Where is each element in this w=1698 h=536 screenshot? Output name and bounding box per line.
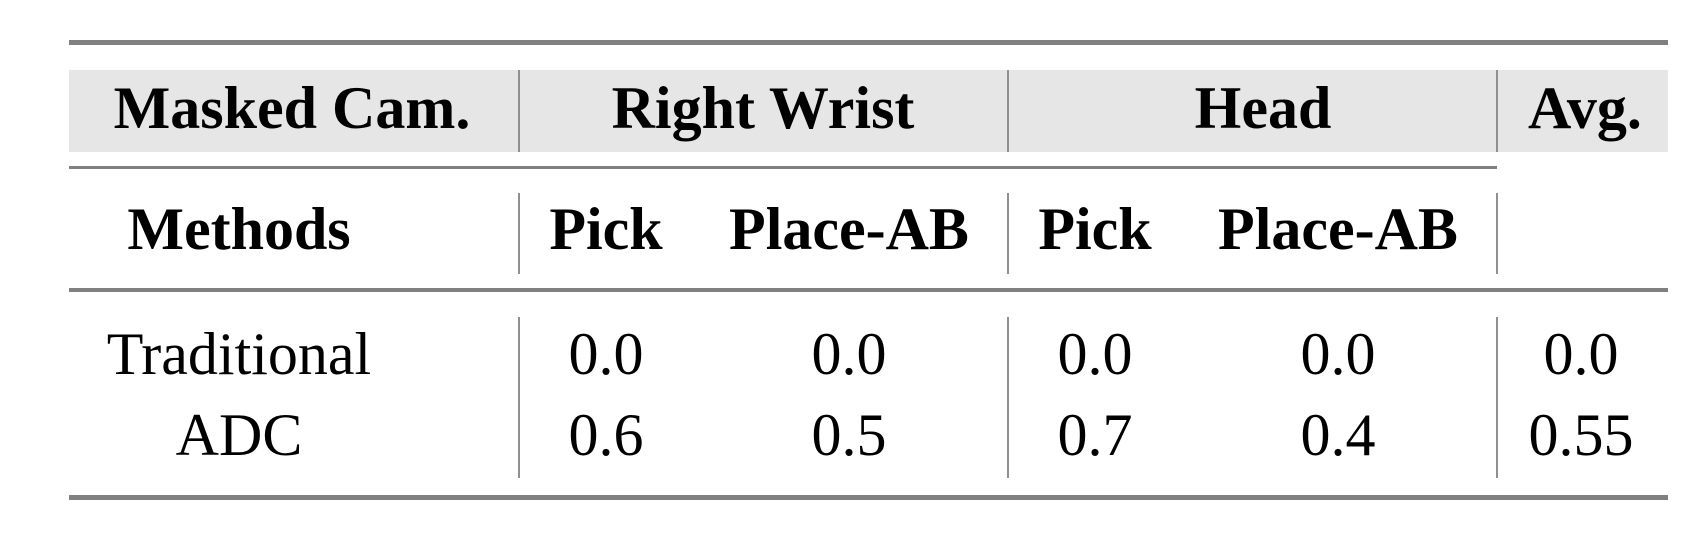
header-band bbox=[69, 70, 1668, 152]
column-divider bbox=[1007, 193, 1009, 274]
header-head: Head bbox=[1194, 75, 1332, 141]
column-divider bbox=[518, 317, 520, 478]
bottom-rule bbox=[69, 495, 1668, 500]
header-masked-cam: Masked Cam. bbox=[113, 75, 471, 141]
method-name: Traditional bbox=[106, 321, 372, 387]
header-pick: Pick bbox=[1038, 196, 1152, 262]
value-cell: 0.0 bbox=[1300, 321, 1376, 387]
header-avg: Avg. bbox=[1528, 75, 1642, 141]
top-rule bbox=[69, 40, 1668, 45]
column-divider bbox=[1496, 70, 1498, 152]
avg-cell: 0.0 bbox=[1543, 321, 1619, 387]
value-cell: 0.5 bbox=[811, 402, 887, 468]
value-cell: 0.4 bbox=[1300, 402, 1376, 468]
method-name: ADC bbox=[175, 402, 303, 468]
column-divider bbox=[1007, 317, 1009, 478]
value-cell: 0.6 bbox=[568, 402, 644, 468]
avg-cell: 0.55 bbox=[1528, 402, 1634, 468]
value-cell: 0.7 bbox=[1057, 402, 1133, 468]
header-pick: Pick bbox=[549, 196, 663, 262]
header-place-ab: Place-AB bbox=[729, 196, 969, 262]
value-cell: 0.0 bbox=[811, 321, 887, 387]
column-divider bbox=[518, 70, 520, 152]
mid-rule bbox=[69, 288, 1668, 292]
value-cell: 0.0 bbox=[568, 321, 644, 387]
column-divider bbox=[518, 193, 520, 274]
header-methods: Methods bbox=[127, 196, 351, 262]
value-cell: 0.0 bbox=[1057, 321, 1133, 387]
column-divider bbox=[1007, 70, 1009, 152]
column-divider bbox=[1496, 193, 1498, 274]
header-right-wrist: Right Wrist bbox=[611, 75, 915, 141]
column-divider bbox=[1496, 317, 1498, 478]
cmid-rule bbox=[69, 166, 1497, 169]
header-place-ab: Place-AB bbox=[1218, 196, 1458, 262]
